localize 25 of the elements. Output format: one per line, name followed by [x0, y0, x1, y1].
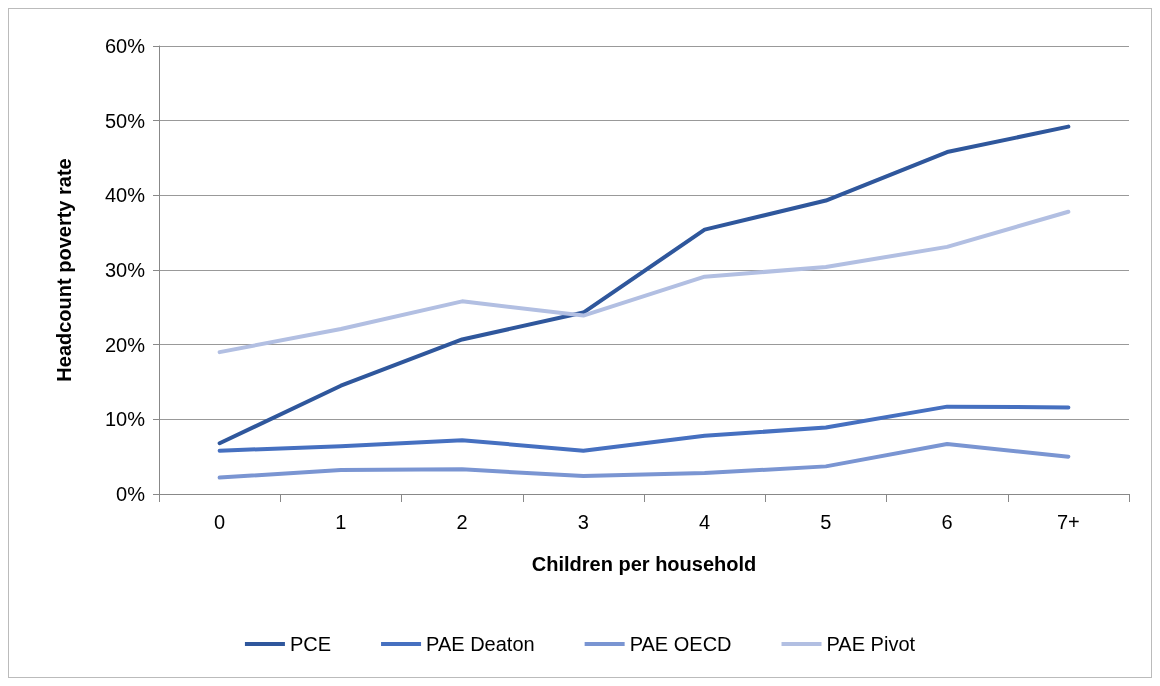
legend-label: PCE — [289, 633, 332, 655]
x-tick-label: 7+ — [1056, 511, 1080, 533]
y-tick-label: 60% — [104, 35, 146, 57]
legend-label: PAE Deaton — [426, 633, 535, 655]
y-tick-label: 20% — [104, 333, 146, 356]
y-tick-label: 0% — [116, 483, 146, 505]
y-tick-label: 50% — [104, 109, 146, 132]
x-tick-label: 2 — [456, 511, 468, 533]
x-tick-label: 6 — [941, 511, 953, 533]
line-series — [217, 404, 1071, 453]
x-tick-label: 3 — [577, 511, 589, 533]
x-axis-title: Children per household — [531, 553, 757, 575]
legend-label: PAE OECD — [629, 633, 732, 655]
x-tick-label: 4 — [699, 511, 711, 533]
x-tick-label: 0 — [214, 511, 226, 533]
y-tick-label: 30% — [104, 259, 146, 281]
y-tick-label: 10% — [104, 408, 146, 431]
line-series — [217, 441, 1071, 480]
x-tick-label: 1 — [335, 511, 347, 533]
y-axis-title: Headcount poverty rate — [53, 158, 75, 382]
x-tick-label: 5 — [820, 511, 832, 533]
legend-label: PAE Pivot — [826, 633, 916, 655]
line-series — [217, 209, 1071, 355]
line-series — [217, 124, 1071, 446]
y-tick-label: 40% — [104, 184, 146, 207]
